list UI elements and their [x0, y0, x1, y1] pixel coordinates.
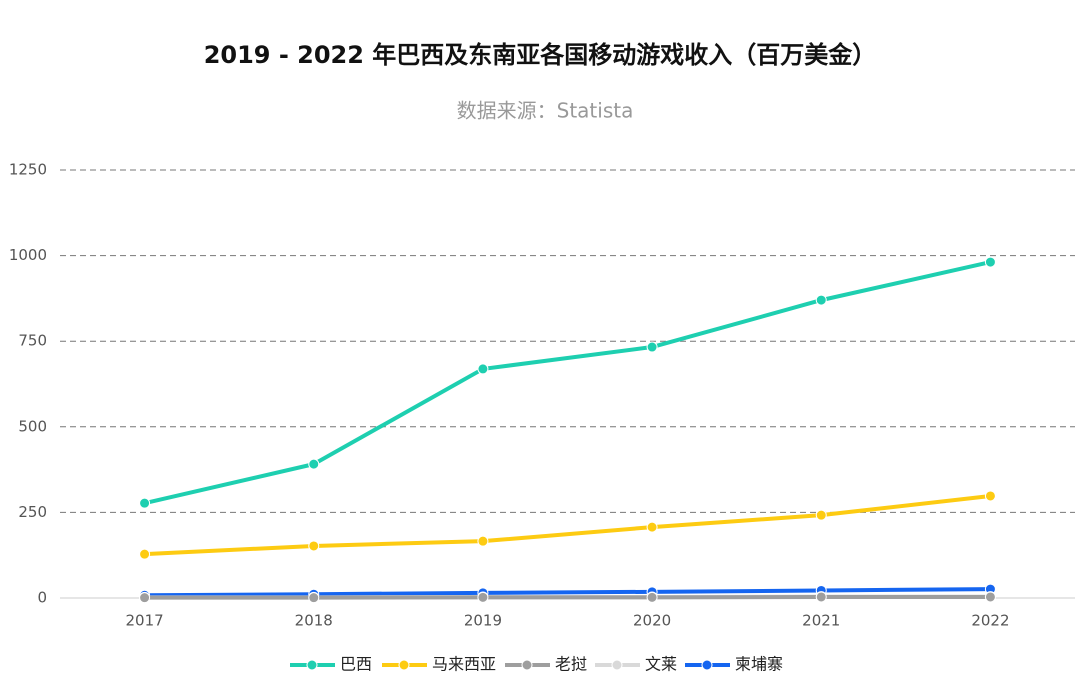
x-tick-label: 2021 — [802, 612, 840, 630]
series-line — [144, 260, 991, 506]
point — [139, 592, 151, 604]
y-tick-label: 500 — [18, 417, 47, 435]
point — [139, 497, 151, 509]
point — [815, 509, 827, 521]
point — [308, 592, 320, 604]
point — [477, 591, 489, 603]
x-tick-label: 2018 — [295, 612, 333, 630]
legend-marker — [701, 659, 713, 671]
legend-marker — [306, 659, 318, 671]
y-tick-label: 1250 — [9, 161, 47, 179]
y-tick-label: 1000 — [9, 246, 47, 264]
series-line — [144, 594, 991, 600]
x-tick-label: 2022 — [971, 612, 1009, 630]
legend-label: 巴西 — [340, 655, 372, 674]
legend-label: 马来西亚 — [432, 655, 496, 674]
point — [477, 363, 489, 375]
legend-marker — [611, 659, 623, 671]
point — [984, 256, 996, 268]
y-tick-label: 0 — [37, 589, 47, 607]
point — [984, 591, 996, 603]
chart-subtitle: 数据来源：Statista — [457, 99, 634, 123]
point — [646, 341, 658, 353]
chart-title: 2019 - 2022 年巴西及东南亚各国移动游戏收入（百万美金） — [204, 41, 877, 69]
legend-label: 文莱 — [645, 655, 677, 674]
point — [477, 535, 489, 547]
point — [815, 591, 827, 603]
point — [646, 591, 658, 603]
legend-label: 老挝 — [555, 655, 587, 674]
legend-label: 柬埔寨 — [735, 655, 783, 674]
series-line — [144, 493, 991, 557]
x-tick-label: 2019 — [464, 612, 502, 630]
point — [646, 521, 658, 533]
legend-marker — [398, 659, 410, 671]
y-tick-label: 750 — [18, 332, 47, 350]
x-tick-label: 2017 — [125, 612, 163, 630]
y-tick-label: 250 — [18, 503, 47, 521]
point — [984, 490, 996, 502]
x-tick-label: 2020 — [633, 612, 671, 630]
point — [308, 458, 320, 470]
point — [308, 540, 320, 552]
series-line — [144, 587, 991, 598]
legend-marker — [521, 659, 533, 671]
point — [139, 548, 151, 560]
point — [815, 294, 827, 306]
